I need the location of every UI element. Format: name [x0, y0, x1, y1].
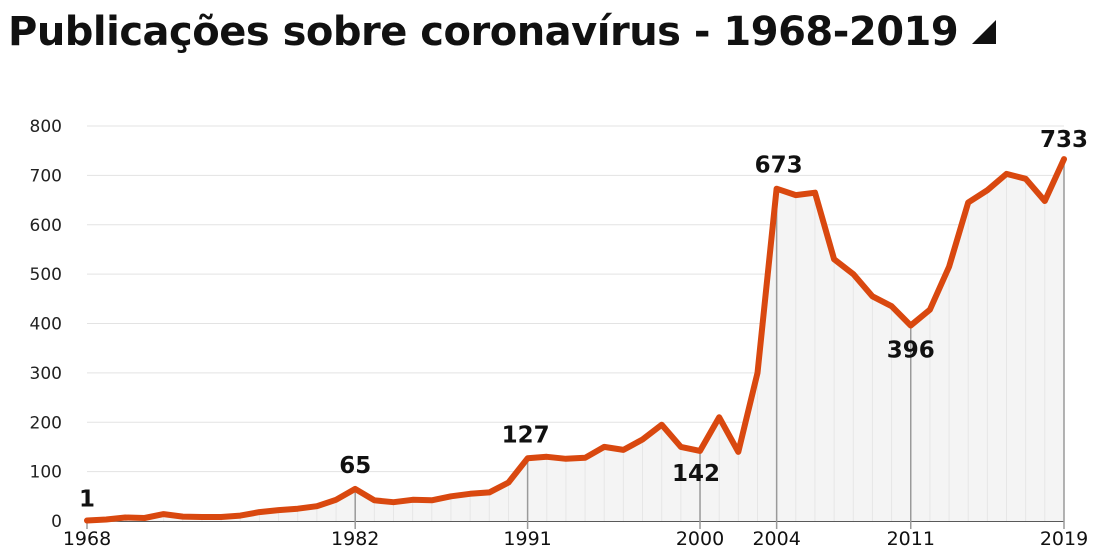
x-tick-label: 2019	[1040, 528, 1088, 550]
data-point	[870, 294, 874, 298]
data-point	[583, 456, 587, 460]
data-point	[698, 449, 702, 453]
data-point	[85, 519, 89, 523]
data-point	[602, 445, 606, 449]
data-point	[181, 515, 185, 519]
y-tick-label: 500	[30, 265, 62, 285]
data-point	[123, 516, 127, 520]
data-point	[832, 257, 836, 261]
series-area-fill	[87, 159, 1064, 521]
y-tick-label: 600	[30, 216, 62, 236]
data-labels: 1 65 127 142 673 396 733	[79, 127, 1088, 512]
data-point	[775, 187, 779, 191]
y-tick-label: 200	[30, 413, 62, 433]
data-point	[104, 518, 108, 522]
corner-triangle-icon	[972, 20, 997, 44]
data-point	[947, 265, 951, 269]
data-point	[717, 415, 721, 419]
data-point	[392, 500, 396, 504]
data-point	[372, 498, 376, 502]
data-label: 142	[672, 461, 720, 487]
data-point	[966, 201, 970, 205]
data-point	[526, 456, 530, 460]
x-tick-label: 2000	[676, 528, 724, 550]
data-point	[641, 438, 645, 442]
data-point	[985, 188, 989, 192]
data-label: 65	[339, 453, 371, 479]
data-point	[755, 371, 759, 375]
data-point	[621, 448, 625, 452]
data-point	[257, 510, 261, 514]
data-label: 1	[79, 487, 95, 513]
data-point	[219, 515, 223, 519]
x-tick-label: 1982	[331, 528, 379, 550]
data-label: 673	[755, 153, 803, 179]
data-point	[794, 193, 798, 197]
data-point	[545, 455, 549, 459]
data-point	[1024, 177, 1028, 181]
annotation-drop-lines	[86, 159, 1065, 529]
data-point	[296, 507, 300, 511]
data-point	[736, 450, 740, 454]
y-tick-label: 0	[51, 512, 62, 532]
chart-title-row: Publicações sobre coronavírus - 1968-201…	[8, 4, 997, 60]
data-point	[564, 457, 568, 461]
y-tick-label: 700	[30, 166, 62, 186]
x-tick-label: 1968	[63, 528, 111, 550]
data-point	[353, 487, 357, 491]
data-label: 127	[502, 422, 550, 448]
data-point	[142, 516, 146, 520]
data-point	[238, 514, 242, 518]
data-point	[487, 490, 491, 494]
data-point	[449, 494, 453, 498]
data-label: 396	[887, 337, 935, 363]
y-tick-label: 300	[30, 364, 62, 384]
data-point	[928, 308, 932, 312]
series-line	[84, 156, 1067, 524]
data-point	[468, 492, 472, 496]
x-tick-label: 2011	[887, 528, 935, 550]
data-point	[315, 504, 319, 508]
x-tick-label: 2004	[752, 528, 800, 550]
data-point	[660, 423, 664, 427]
data-point	[890, 304, 894, 308]
y-tick-label: 100	[30, 463, 62, 483]
data-point	[1005, 172, 1009, 176]
data-point	[679, 445, 683, 449]
data-point	[334, 498, 338, 502]
data-label: 733	[1040, 127, 1088, 153]
data-point	[1043, 199, 1047, 203]
data-point	[909, 323, 913, 327]
chart-title: Publicações sobre coronavírus - 1968-201…	[8, 9, 959, 55]
data-point	[162, 512, 166, 516]
y-tick-label: 800	[30, 117, 62, 137]
axes: 1968 1982 1991 2000 2004 2011 2019	[63, 528, 1088, 550]
data-point	[1062, 157, 1066, 161]
data-point	[430, 498, 434, 502]
data-point	[506, 480, 510, 484]
x-tick-label: 1991	[503, 528, 551, 550]
data-point	[277, 508, 281, 512]
data-point	[851, 272, 855, 276]
data-point	[813, 191, 817, 195]
data-point	[200, 515, 204, 519]
data-point	[411, 498, 415, 502]
y-tick-label: 400	[30, 315, 62, 335]
